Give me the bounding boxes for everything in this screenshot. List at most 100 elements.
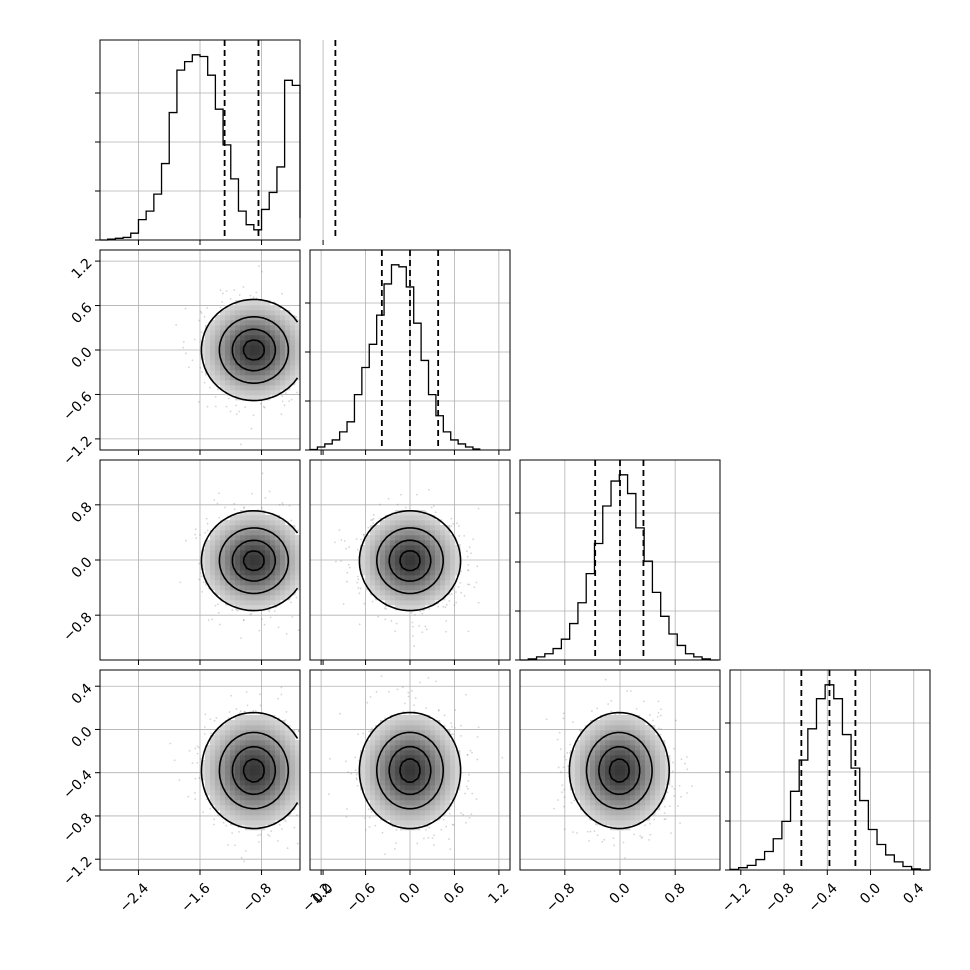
scatter-point [680,758,683,761]
scatter-point [411,635,414,637]
density-bin [255,535,261,541]
density-bin [440,790,446,796]
density-bin [235,785,241,791]
scatter-point [214,405,217,408]
density-bin [430,530,436,536]
density-bin [255,800,261,806]
density-bin [415,800,421,806]
density-bin [370,540,376,546]
density-bin [245,305,251,311]
density-bin [400,525,406,531]
density-bin [220,575,226,581]
scatter-point [466,754,469,756]
density-bin [275,750,281,756]
scatter-point [307,548,309,550]
scatter-point [353,382,355,384]
density-bin [385,755,391,761]
y-tick-label-2: −0.8 [60,610,95,645]
density-bin [395,715,401,721]
scatter-point [296,842,299,845]
density-bin [585,735,591,741]
density-bin [245,720,251,726]
density-bin [610,795,616,801]
density-bin [200,555,206,561]
density-bin [430,595,436,601]
scatter-point [450,722,453,725]
density-bin [420,785,426,791]
density-bin [595,745,601,751]
density-bin [400,515,406,521]
density-bin [245,735,251,741]
scatter-point [304,314,306,316]
density-bin [625,730,631,736]
density-bin [270,815,276,821]
density-bin [290,775,296,781]
scatter-point [659,714,662,717]
scatter-point [202,811,205,814]
scatter-point [184,307,187,310]
y-tick-label-2: 0.0 [69,554,96,581]
density-bin [370,770,376,776]
density-bin [280,320,286,326]
density-bin [645,800,651,806]
density-bin [625,745,631,751]
density-bin [255,760,261,766]
density-bin [380,520,386,526]
pair-panel-3-1 [309,669,511,875]
density-bin [420,820,426,826]
density-bin [230,795,236,801]
density-bin [435,795,441,801]
density-bin [275,390,281,396]
density-bin [205,540,211,546]
scatter-point [387,690,390,693]
density-bin [245,770,251,776]
density-bin [445,735,451,741]
scatter-point [350,772,353,775]
density-bin [235,375,241,381]
density-bin [290,340,296,346]
density-bin [400,815,406,821]
density-bin [230,720,236,726]
density-bin [635,805,641,811]
scatter-point [452,522,454,525]
density-bin [225,785,231,791]
density-bin [245,310,251,316]
density-bin [265,390,271,396]
density-bin [380,770,386,776]
scatter-point [175,324,178,326]
density-bin [270,390,276,396]
density-bin [260,355,266,361]
scatter-point [225,405,228,408]
density-bin [645,735,651,741]
scatter-point [561,784,564,787]
contour-level-3 [399,550,421,572]
density-bin [245,300,251,306]
density-bin [280,380,286,386]
density-bin [615,800,621,806]
density-bin [605,790,611,796]
density-bin [240,775,246,781]
density-bin [620,825,626,831]
density-bin [380,575,386,581]
density-bin [260,335,266,341]
density-bin [225,380,231,386]
density-bin [630,795,636,801]
scatter-point [303,544,305,546]
density-bin [240,335,246,341]
density-bin [625,780,631,786]
scatter-point [280,693,283,696]
x-tick-label-1: 1.2 [485,880,512,907]
density-bin [375,725,381,731]
density-bin [250,725,256,731]
density-bin [280,755,286,761]
density-bin [450,570,456,576]
density-bin [220,375,226,381]
density-bin [375,755,381,761]
density-bin [210,795,216,801]
density-bin [285,325,291,331]
scatter-point [329,757,331,760]
density-bin [420,775,426,781]
density-bin [385,800,391,806]
density-bin [400,530,406,536]
density-bin [265,525,271,531]
